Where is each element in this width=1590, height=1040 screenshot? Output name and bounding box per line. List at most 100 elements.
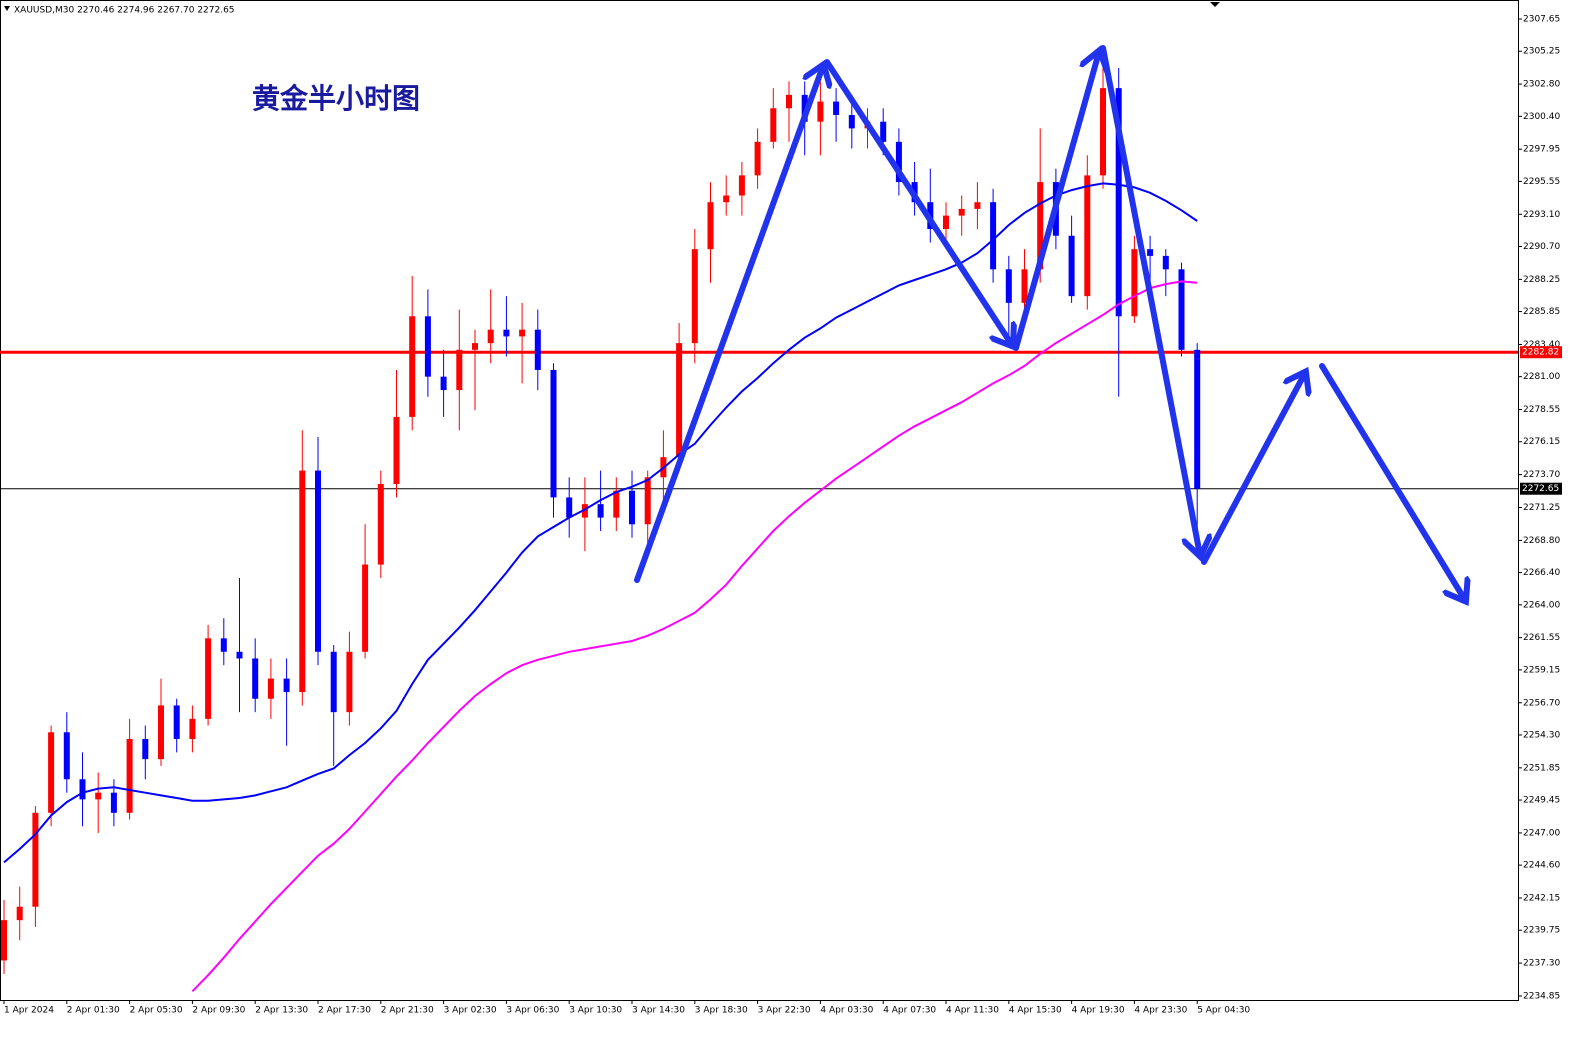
- candle-body: [456, 349, 463, 391]
- y-tick-label: 2278.55: [1523, 405, 1560, 415]
- y-tick-label: 2256.70: [1523, 698, 1560, 708]
- candle-body: [487, 329, 494, 344]
- candle-body: [534, 329, 541, 370]
- arrow: [1100, 45, 1200, 555]
- y-tick-label: 2276.15: [1523, 437, 1560, 447]
- y-tick-label: 2290.70: [1523, 242, 1560, 252]
- candle-body: [472, 343, 478, 350]
- candle-body: [974, 202, 981, 209]
- candle-body: [990, 202, 997, 270]
- candle-body: [707, 202, 714, 250]
- x-tick-label: 3 Apr 14:30: [632, 1006, 685, 1016]
- candle-body: [252, 658, 259, 699]
- candle-body: [1115, 88, 1122, 317]
- x-tick-label: 1 Apr 2024: [4, 1006, 54, 1016]
- y-tick-label: 2271.25: [1523, 503, 1560, 513]
- arrow: [1201, 373, 1305, 565]
- x-tick-label: 2 Apr 01:30: [67, 1006, 120, 1016]
- x-tick-label: 4 Apr 23:30: [1134, 1006, 1187, 1016]
- candle-body: [786, 94, 792, 109]
- candle-body: [566, 497, 573, 518]
- candle-body: [817, 101, 824, 122]
- candle-body: [48, 732, 55, 813]
- candle-body: [142, 738, 149, 760]
- candle-body: [424, 316, 431, 377]
- candle-body: [377, 484, 384, 565]
- y-tick-label: 2259.15: [1523, 665, 1560, 675]
- shift-marker: [1210, 2, 1220, 7]
- candle-body: [770, 108, 777, 142]
- candle-body: [346, 651, 353, 713]
- candle-body: [220, 638, 227, 652]
- candle-body: [1147, 249, 1154, 256]
- candle-body: [880, 121, 887, 142]
- arrow: [824, 59, 1012, 345]
- x-tick-label: 2 Apr 05:30: [130, 1006, 183, 1016]
- candle-body: [1021, 269, 1028, 303]
- candle-body: [613, 490, 620, 518]
- x-tick-label: 2 Apr 13:30: [255, 1006, 308, 1016]
- candle-body: [158, 705, 164, 760]
- moving-average: [191, 280, 1198, 992]
- candle-body: [32, 812, 39, 907]
- candle-body: [943, 215, 949, 230]
- y-tick-label: 2281.00: [1523, 372, 1560, 382]
- candle-body: [1068, 235, 1075, 297]
- candle-body: [723, 195, 730, 203]
- level-label: 2272.65: [1522, 484, 1559, 494]
- y-tick-label: 2242.15: [1523, 894, 1560, 904]
- y-tick-label: 2293.10: [1523, 210, 1560, 220]
- x-tick-label: 3 Apr 10:30: [569, 1006, 622, 1016]
- candle-body: [1037, 182, 1044, 270]
- candle-body: [393, 416, 400, 485]
- y-tick-label: 2261.55: [1523, 633, 1560, 643]
- candle-body: [676, 343, 683, 458]
- candle-body: [833, 101, 840, 115]
- y-tick-label: 2244.60: [1523, 861, 1560, 871]
- candle-body: [409, 316, 416, 417]
- y-tick-label: 2285.85: [1523, 307, 1560, 317]
- y-tick-label: 2297.95: [1523, 145, 1560, 155]
- candle-body: [503, 329, 510, 337]
- candle-body: [1194, 349, 1201, 489]
- y-tick-label: 2266.40: [1523, 568, 1560, 578]
- candle-body: [754, 141, 761, 176]
- x-tick-label: 3 Apr 22:30: [758, 1006, 811, 1016]
- candle-body: [315, 470, 321, 652]
- candle-body: [330, 651, 337, 713]
- candle-body: [205, 638, 212, 719]
- y-tick-label: 2300.40: [1523, 112, 1560, 122]
- candle-body: [958, 208, 965, 216]
- y-tick-label: 2273.70: [1523, 470, 1560, 480]
- candle-body: [644, 477, 651, 525]
- candle-body: [629, 490, 635, 525]
- x-tick-label: 3 Apr 18:30: [695, 1006, 748, 1016]
- x-tick-label: 2 Apr 21:30: [381, 1006, 434, 1016]
- candle-body: [895, 141, 902, 183]
- candle-body: [362, 564, 369, 652]
- candle-body: [63, 732, 70, 780]
- candle-body: [283, 678, 290, 693]
- candle-body: [267, 678, 274, 699]
- candle-body: [1178, 269, 1185, 350]
- candle-body: [16, 906, 23, 921]
- candle-body: [1162, 255, 1169, 270]
- x-tick-label: 4 Apr 11:30: [946, 1006, 999, 1016]
- chart-title: 黄金半小时图: [252, 82, 420, 115]
- candle-body: [1084, 175, 1091, 297]
- candle-body: [1131, 249, 1138, 317]
- y-tick-label: 2247.00: [1523, 828, 1560, 838]
- y-tick-label: 2237.30: [1523, 959, 1560, 969]
- candle-body: [738, 175, 745, 196]
- level-tag: [1520, 482, 1562, 495]
- candle-body: [173, 705, 180, 739]
- level-label: 2282.82: [1522, 348, 1559, 358]
- candle-body: [519, 329, 526, 337]
- y-tick-label: 2283.40: [1523, 340, 1560, 350]
- pattern-arrows: [634, 45, 1465, 600]
- y-tick-label: 2239.75: [1523, 926, 1560, 936]
- chart-subtitle: XAUUSD,M30 2270.46 2274.96 2267.70 2272.…: [14, 6, 235, 16]
- candle-body: [95, 792, 102, 800]
- symbol-icon: [4, 6, 10, 11]
- candle-body: [1, 920, 7, 961]
